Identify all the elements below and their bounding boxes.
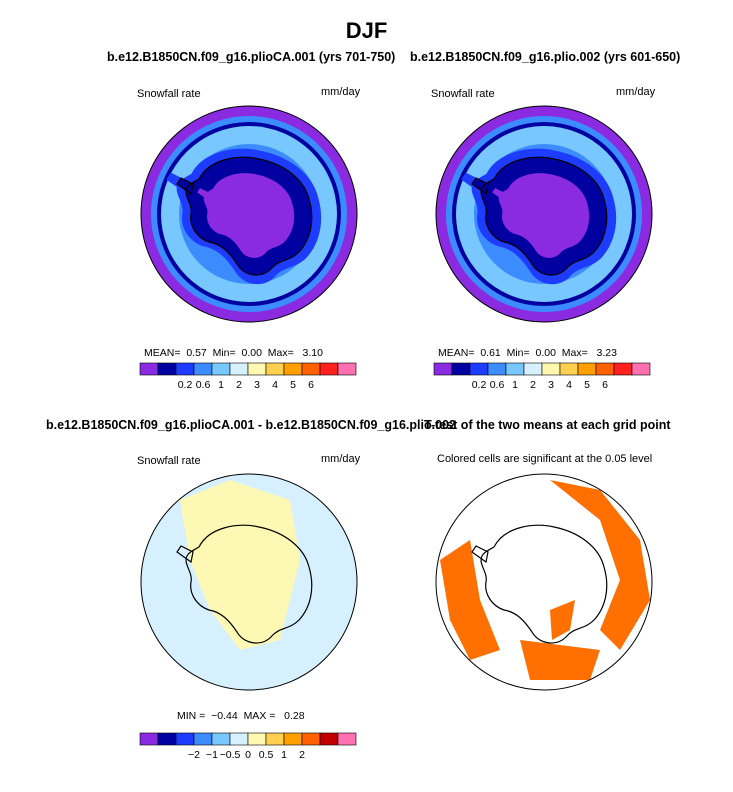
colorbar-tick-label: 4: [566, 379, 572, 391]
colorbar-tick-label: −0.5: [220, 749, 241, 761]
colorbar-cell: [505, 362, 525, 376]
colorbar-tick-label: 6: [602, 379, 608, 391]
panel3-title: b.e12.B1850CN.f09_g16.plioCA.001 - b.e12…: [46, 418, 456, 432]
colorbar-tick-label: 0.2: [178, 379, 193, 391]
colorbar-cell: [247, 362, 267, 376]
colorbar-cell: [139, 732, 159, 746]
panel2-title: b.e12.B1850CN.f09_g16.plio.002 (yrs 601-…: [410, 50, 681, 64]
colorbar-tick-label: 1: [218, 379, 224, 391]
panel3-map: [141, 474, 357, 690]
colorbar-cell: [595, 362, 615, 376]
panel1-variable-label: Snowfall rate: [137, 88, 201, 100]
colorbar-cell: [265, 732, 285, 746]
colorbar-tick-label: 3: [254, 379, 260, 391]
panel1-colorbar: 0.2 0.6 1 2 3 4 5 6: [139, 362, 357, 391]
colorbar-cell: [319, 362, 339, 376]
colorbar-cell: [247, 732, 267, 746]
colorbar-tick-label: 2: [530, 379, 536, 391]
colorbar-tick-label: 0: [245, 749, 251, 761]
colorbar-cell: [541, 362, 561, 376]
colorbar-cell: [469, 362, 489, 376]
colorbar-cell: [157, 362, 177, 376]
colorbar-cell: [613, 362, 633, 376]
panel2-colorbar: 0.2 0.6 1 2 3 4 5 6: [433, 362, 651, 391]
colorbar-cell: [559, 362, 579, 376]
colorbar-cell: [301, 732, 321, 746]
panel2-map: [436, 106, 652, 322]
panel1-title: b.e12.B1850CN.f09_g16.plioCA.001 (yrs 70…: [107, 50, 396, 64]
panel3-stats: MIN = −0.44 MAX = 0.28: [177, 710, 305, 722]
panel3-colorbar: −2 −1 −0.5 0 0.5 1 2: [139, 732, 357, 761]
colorbar-cell: [319, 732, 339, 746]
colorbar-tick-label: 1: [512, 379, 518, 391]
panel1-map-border: [140, 105, 358, 323]
colorbar-cell: [229, 362, 249, 376]
panel1-stats: MEAN= 0.57 Min= 0.00 Max= 3.10: [144, 347, 323, 359]
colorbar-tick-label: 1: [281, 749, 287, 761]
colorbar-cell: [283, 732, 303, 746]
panel2-variable-label: Snowfall rate: [431, 88, 495, 100]
colorbar-cell: [175, 362, 195, 376]
colorbar-tick-label: 3: [548, 379, 554, 391]
colorbar-tick-label: 0.2: [472, 379, 487, 391]
colorbar-tick-label: 5: [584, 379, 590, 391]
colorbar-cell: [139, 362, 159, 376]
panel3-units-label: mm/day: [321, 453, 361, 465]
colorbar-cell: [175, 732, 195, 746]
colorbar-cell: [631, 362, 651, 376]
colorbar-cell: [337, 732, 357, 746]
panel2-stats: MEAN= 0.61 Min= 0.00 Max= 3.23: [438, 347, 617, 359]
panel3-variable-label: Snowfall rate: [137, 455, 201, 467]
colorbar-cell: [157, 732, 177, 746]
colorbar-cell: [211, 362, 231, 376]
colorbar-cell: [193, 732, 213, 746]
colorbar-cell: [301, 362, 321, 376]
colorbar-cell: [487, 362, 507, 376]
colorbar-tick-label: 2: [299, 749, 305, 761]
panel4-significance-label: Colored cells are significant at the 0.0…: [437, 453, 653, 465]
colorbar-tick-label: −2: [188, 749, 200, 761]
colorbar-tick-label: 0.6: [196, 379, 211, 391]
colorbar-cell: [523, 362, 543, 376]
colorbar-cell: [193, 362, 213, 376]
colorbar-tick-label: 5: [290, 379, 296, 391]
colorbar-tick-label: 0.6: [490, 379, 505, 391]
colorbar-cell: [433, 362, 453, 376]
colorbar-cell: [451, 362, 471, 376]
panel1-map: [141, 106, 357, 322]
colorbar-tick-label: 6: [308, 379, 314, 391]
colorbar-cell: [577, 362, 597, 376]
colorbar-cell: [337, 362, 357, 376]
colorbar-cell: [229, 732, 249, 746]
panel2-map-border: [435, 105, 653, 323]
colorbar-tick-label: 4: [272, 379, 278, 391]
panel2-units-label: mm/day: [616, 86, 656, 98]
page-title: DJF: [345, 18, 388, 43]
panel3-map-border: [140, 473, 358, 691]
panel4-map: [436, 474, 652, 690]
colorbar-cell: [265, 362, 285, 376]
panel1-units-label: mm/day: [321, 86, 361, 98]
colorbar-tick-label: 0.5: [259, 749, 274, 761]
colorbar-tick-label: 2: [236, 379, 242, 391]
colorbar-cell: [283, 362, 303, 376]
panel4-title: T-test of the two means at each grid poi…: [424, 418, 671, 432]
colorbar-cell: [211, 732, 231, 746]
colorbar-tick-label: −1: [206, 749, 218, 761]
panel4-map-border: [435, 473, 653, 691]
